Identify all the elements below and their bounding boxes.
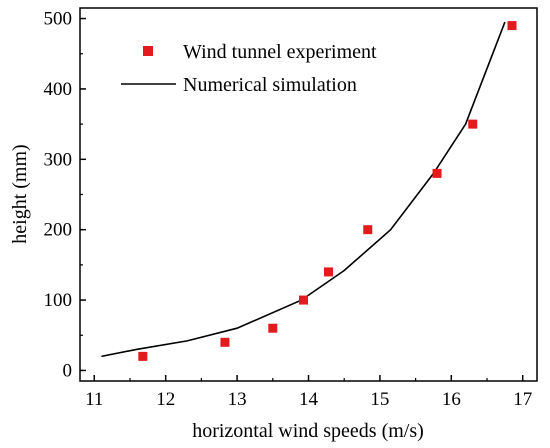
legend: Wind tunnel experiment Numerical simulat… — [121, 41, 377, 96]
experiment-point — [363, 225, 373, 235]
y-axis-title: height (mm) — [9, 144, 31, 243]
y-tick-label: 200 — [44, 220, 73, 241]
x-tick-label: 14 — [299, 389, 319, 410]
experiment-point — [468, 119, 478, 129]
experiment-point — [507, 21, 517, 31]
x-tick-label: 15 — [370, 389, 389, 410]
legend-marker-experiment — [143, 46, 153, 56]
x-tick-label: 17 — [513, 389, 532, 410]
x-tick-label: 16 — [442, 389, 461, 410]
x-tick-label: 13 — [228, 389, 247, 410]
y-tick-label: 0 — [63, 360, 73, 381]
numerical-simulation-series — [101, 21, 506, 358]
y-axis-ticks: 0 100 200 300 400 500 — [44, 9, 86, 381]
x-tick-label: 11 — [85, 389, 103, 410]
y-tick-label: 400 — [44, 79, 73, 100]
y-tick-label: 500 — [44, 9, 73, 30]
legend-label-experiment: Wind tunnel experiment — [183, 41, 377, 63]
experiment-point — [138, 351, 148, 361]
x-axis-ticks: 11 12 13 14 15 16 17 — [85, 375, 532, 410]
x-tick-label: 12 — [156, 389, 175, 410]
experiment-point — [220, 337, 230, 347]
legend-label-simulation: Numerical simulation — [183, 74, 357, 96]
simulation-line — [101, 21, 506, 358]
experiment-point — [323, 267, 333, 277]
plot-frame — [79, 7, 538, 382]
y-tick-label: 300 — [44, 149, 73, 170]
experiment-point — [299, 295, 309, 305]
experiment-point — [432, 168, 442, 178]
wind-tunnel-experiment-series — [138, 21, 517, 361]
experiment-point — [268, 323, 278, 333]
y-tick-label: 100 — [44, 290, 73, 311]
x-axis-title: horizontal wind speeds (m/s) — [192, 420, 424, 442]
